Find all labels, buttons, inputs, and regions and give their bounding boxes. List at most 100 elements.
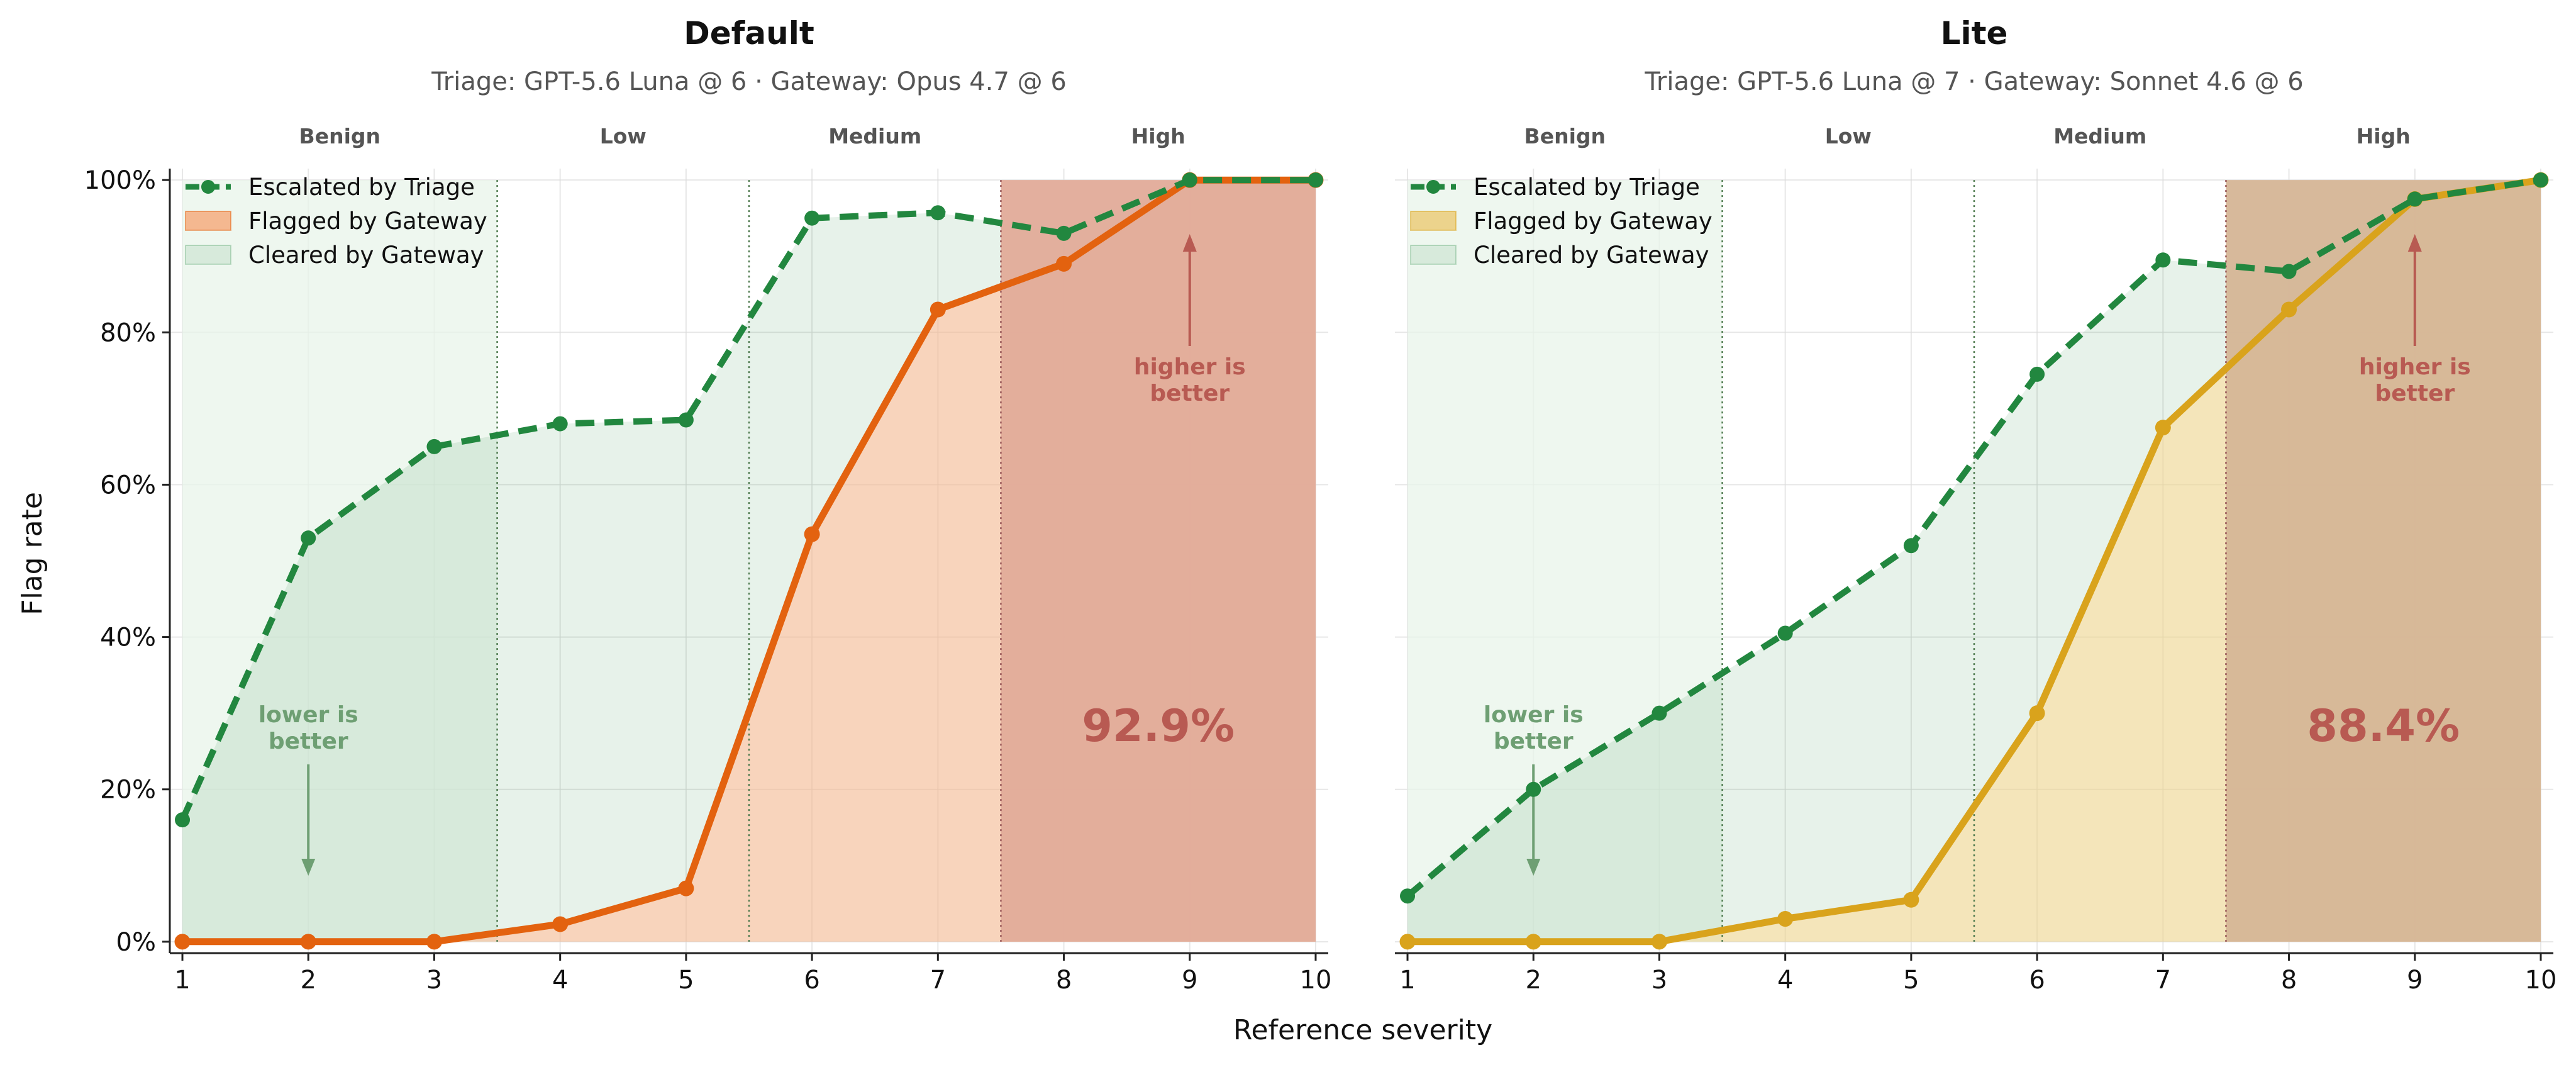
legend-swatch-cleared-by-gateway xyxy=(185,245,231,265)
point-flagged-by-gateway xyxy=(1651,934,1667,950)
legend-label: Escalated by Triage xyxy=(1474,174,1700,201)
point-escalated-by-triage xyxy=(426,439,442,454)
point-flagged-by-gateway xyxy=(300,934,316,950)
chart-title: Default xyxy=(684,15,814,52)
x-tick-label: 3 xyxy=(1652,966,1667,995)
score-label: 88.4% xyxy=(2307,700,2460,752)
y-tick-label: 20% xyxy=(100,776,156,805)
band-label: High xyxy=(2357,124,2411,148)
x-tick-label: 9 xyxy=(2407,966,2423,995)
x-tick-label: 9 xyxy=(1182,966,1197,995)
point-flagged-by-gateway xyxy=(552,916,569,932)
point-escalated-by-triage xyxy=(2281,264,2297,279)
point-escalated-by-triage xyxy=(2407,191,2423,207)
annotation-lower-is-better: better xyxy=(1494,729,1574,754)
point-escalated-by-triage xyxy=(552,416,568,432)
point-escalated-by-triage xyxy=(678,412,694,428)
point-escalated-by-triage xyxy=(1652,705,1667,721)
legend-swatch-escalated-by-triage xyxy=(1426,180,1440,194)
figure-xlabel: Reference severity xyxy=(1233,1014,1492,1046)
legend-label: Escalated by Triage xyxy=(248,174,475,201)
point-flagged-by-gateway xyxy=(1777,911,1794,927)
x-tick-label: 7 xyxy=(2155,966,2171,995)
x-tick-label: 1 xyxy=(1399,966,1415,995)
y-tick-label: 100% xyxy=(84,166,156,195)
series-line-escalated-by-triage xyxy=(179,177,1316,822)
legend-label: Flagged by Gateway xyxy=(248,208,487,235)
series-line-flagged-by-gateway xyxy=(1404,176,2545,946)
x-tick-label: 7 xyxy=(930,966,946,995)
y-tick-label: 60% xyxy=(100,471,156,500)
y-tick-label: 40% xyxy=(100,623,156,652)
arrow-up-icon xyxy=(2407,234,2422,252)
point-escalated-by-triage xyxy=(1182,172,1197,188)
point-flagged-by-gateway xyxy=(1399,934,1416,950)
series-line-escalated-by-triage xyxy=(1405,177,2541,899)
chart-subtitle: Triage: GPT-5.6 Luna @ 7 · Gateway: Sonn… xyxy=(1644,67,2303,96)
x-tick-label: 3 xyxy=(426,966,442,995)
x-tick-label: 2 xyxy=(1526,966,1541,995)
x-tick-label: 4 xyxy=(552,966,568,995)
arrow-up-icon xyxy=(1182,234,1197,252)
y-tick-label: 80% xyxy=(100,318,156,347)
x-tick-label: 5 xyxy=(678,966,694,995)
x-tick-label: 2 xyxy=(301,966,316,995)
x-tick-label: 10 xyxy=(1300,966,1332,995)
chart-panel-2: Lite Triage: GPT-5.6 Luna @ 7 · Gateway: … xyxy=(1395,15,2557,995)
x-tick-label: 10 xyxy=(2525,966,2557,995)
arrow-down-icon xyxy=(1526,859,1541,876)
figure-ylabel: Flag rate xyxy=(16,492,48,615)
band-label: Low xyxy=(1825,124,1872,148)
point-escalated-by-triage xyxy=(1056,225,1072,241)
x-tick-label: 8 xyxy=(2281,966,2297,995)
legend-swatch-flagged-by-gateway xyxy=(1410,211,1457,231)
x-tick-label: 6 xyxy=(2029,966,2045,995)
annotation-lower-is-better: better xyxy=(269,729,348,754)
point-escalated-by-triage xyxy=(2155,252,2171,268)
x-tick-label: 4 xyxy=(1777,966,1793,995)
point-escalated-by-triage xyxy=(301,530,316,546)
point-escalated-by-triage xyxy=(175,812,191,828)
point-escalated-by-triage xyxy=(1903,538,1919,554)
point-escalated-by-triage xyxy=(1777,625,1793,641)
legend-swatch-escalated-by-triage xyxy=(201,180,215,194)
point-flagged-by-gateway xyxy=(2029,705,2045,722)
arrow-down-icon xyxy=(301,859,316,876)
point-escalated-by-triage xyxy=(930,205,946,221)
band-label: Benign xyxy=(299,124,380,148)
y-tick-label: 0% xyxy=(116,928,156,957)
x-tick-label: 5 xyxy=(1903,966,1919,995)
legend-label: Flagged by Gateway xyxy=(1474,208,1713,235)
band-label: Medium xyxy=(2053,124,2146,148)
band-label: Low xyxy=(600,124,647,148)
score-label: 92.9% xyxy=(1082,700,1235,752)
point-flagged-by-gateway xyxy=(804,526,820,542)
area-cleared-by-gateway xyxy=(182,180,1316,942)
point-escalated-by-triage xyxy=(1526,781,1541,797)
point-flagged-by-gateway xyxy=(2281,301,2297,318)
point-escalated-by-triage xyxy=(1400,888,1416,904)
area-cleared-by-gateway xyxy=(1407,180,2541,942)
legend-label: Cleared by Gateway xyxy=(248,242,484,269)
band-benign xyxy=(1407,180,1723,942)
point-flagged-by-gateway xyxy=(426,934,442,950)
x-tick-label: 1 xyxy=(174,966,190,995)
legend-swatch-flagged-by-gateway xyxy=(185,211,231,231)
band-benign xyxy=(182,180,497,942)
chart-title: Lite xyxy=(1941,15,2008,52)
point-flagged-by-gateway xyxy=(2155,420,2171,436)
annotation-lower-is-better: lower is xyxy=(258,702,358,728)
annotation-higher-is-better: higher is xyxy=(1134,354,1246,380)
chart-subtitle: Triage: GPT-5.6 Luna @ 6 · Gateway: Opus… xyxy=(431,67,1067,96)
point-flagged-by-gateway xyxy=(1525,934,1541,950)
point-escalated-by-triage xyxy=(2533,172,2548,188)
point-escalated-by-triage xyxy=(1307,172,1323,188)
chart-panel-1: Default Triage: GPT-5.6 Luna @ 6 · Gatewa… xyxy=(84,15,1332,995)
point-escalated-by-triage xyxy=(804,210,820,226)
point-escalated-by-triage xyxy=(2029,366,2045,382)
x-tick-label: 8 xyxy=(1056,966,1072,995)
band-label: High xyxy=(1131,124,1185,148)
band-label: Benign xyxy=(1524,124,1606,148)
series-line-flagged-by-gateway xyxy=(179,176,1319,946)
